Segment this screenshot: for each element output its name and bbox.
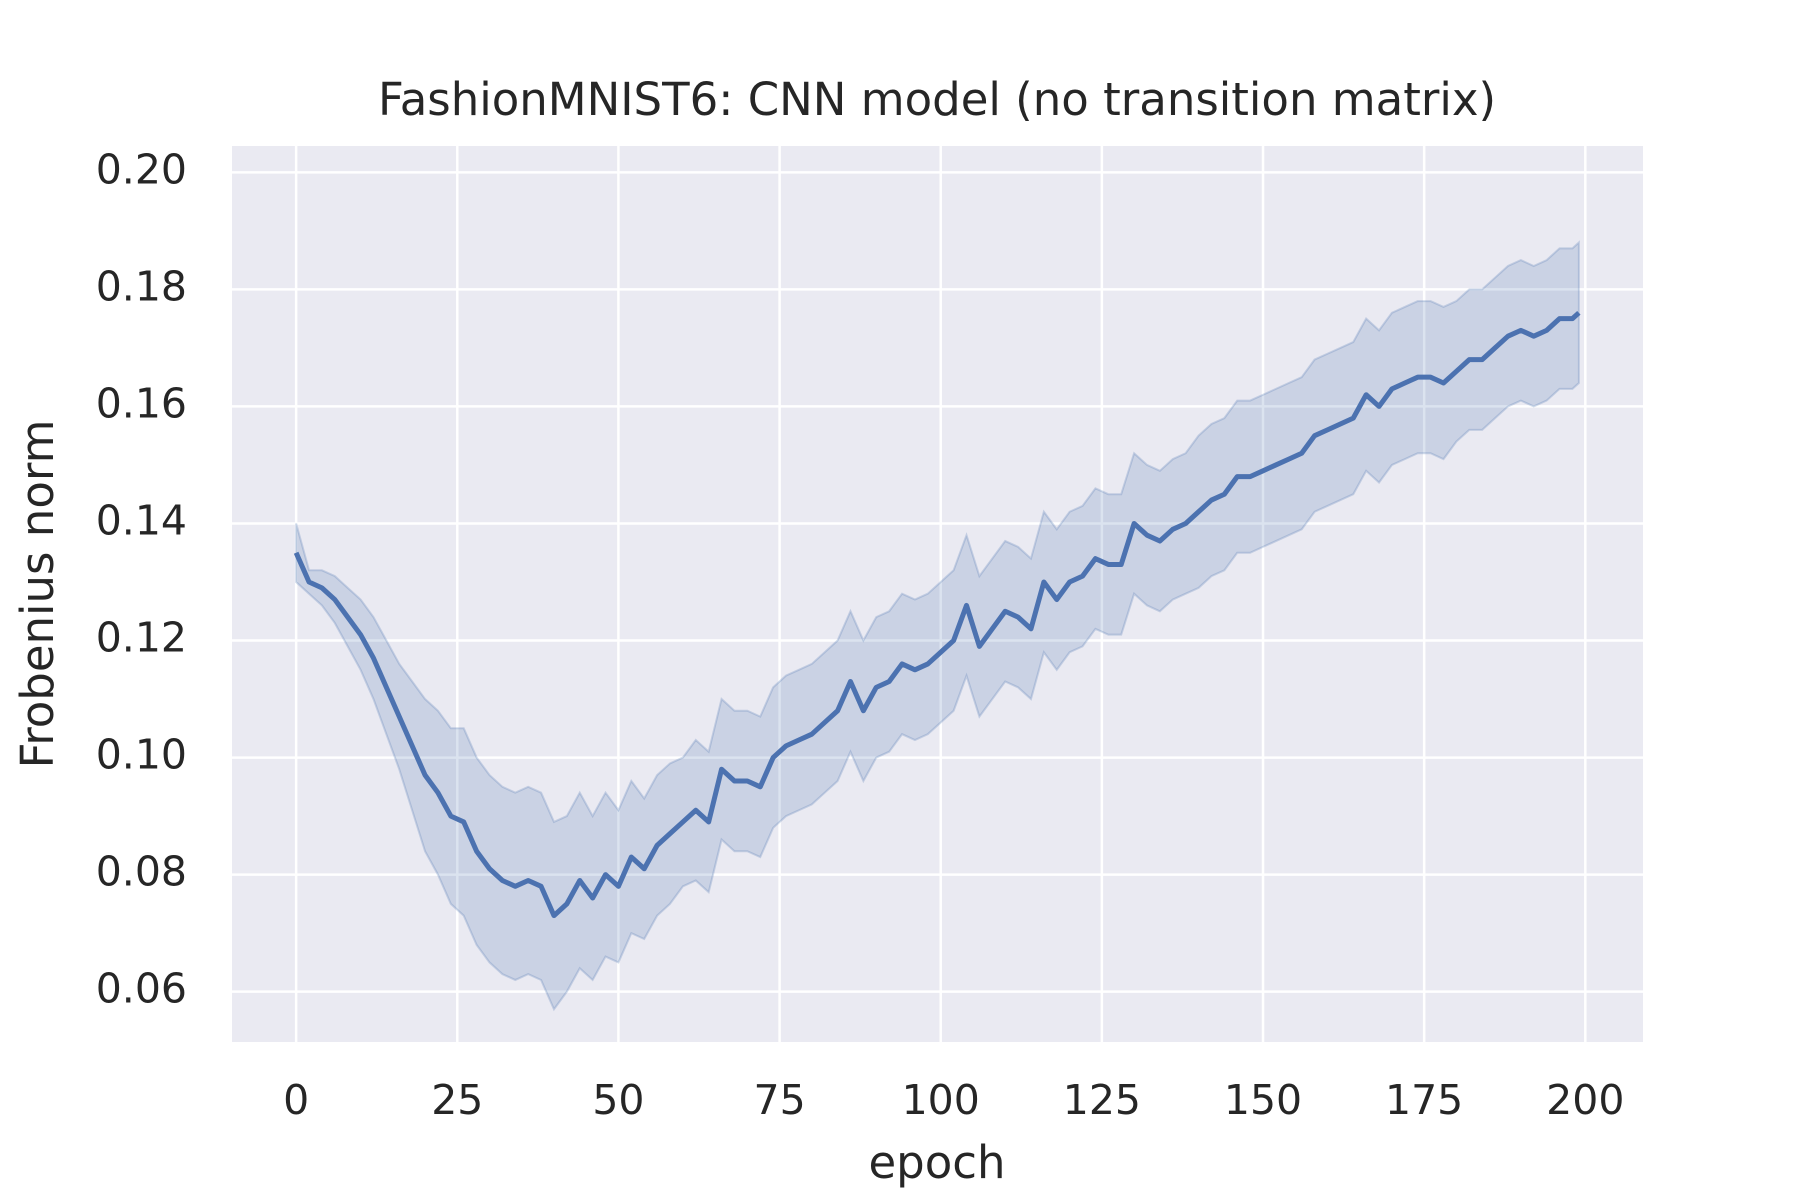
chart-title: FashionMNIST6: CNN model (no transition … — [378, 73, 1496, 126]
x-tick-label: 75 — [753, 1076, 805, 1124]
y-tick-label: 0.20 — [96, 145, 187, 193]
y-tick-label: 0.06 — [96, 965, 187, 1013]
y-tick-label: 0.18 — [96, 262, 187, 310]
y-axis-label: Frobenius norm — [11, 420, 64, 769]
x-tick-label: 125 — [1063, 1076, 1141, 1124]
plot-area — [232, 146, 1643, 1042]
x-tick-label: 50 — [592, 1076, 644, 1124]
y-tick-label: 0.10 — [96, 731, 187, 779]
confidence-band — [295, 240, 1580, 1012]
y-tick-label: 0.12 — [96, 614, 187, 662]
y-tick-label: 0.14 — [96, 496, 187, 544]
y-tick-label: 0.16 — [96, 379, 187, 427]
x-tick-label: 100 — [902, 1076, 980, 1124]
x-tick-label: 200 — [1546, 1076, 1624, 1124]
y-tick-label: 0.08 — [96, 848, 187, 896]
line — [293, 310, 1581, 919]
x-tick-label: 150 — [1224, 1076, 1302, 1124]
x-tick-label: 175 — [1385, 1076, 1463, 1124]
x-tick-label: 25 — [431, 1076, 483, 1124]
x-axis-label: epoch — [868, 1136, 1005, 1189]
x-tick-label: 0 — [283, 1076, 309, 1124]
